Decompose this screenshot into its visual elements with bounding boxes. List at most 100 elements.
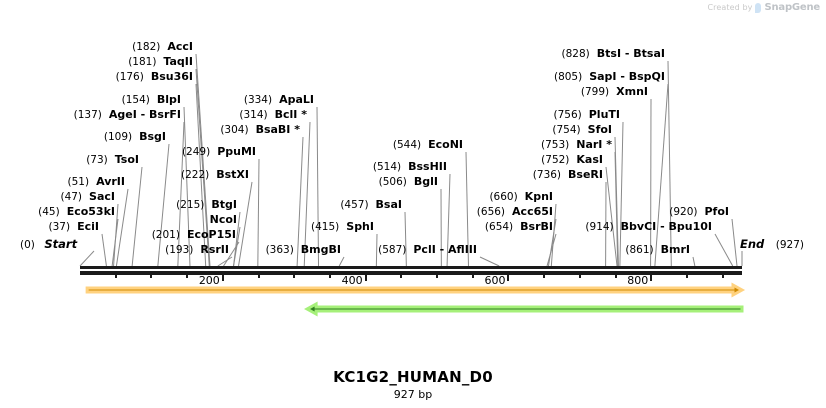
enzyme-name: AvrII [96,175,125,188]
end-marker: End (927) [740,238,804,251]
enzyme-label[interactable]: (201) EcoP15I [152,229,236,242]
enzyme-position: (37) [48,221,71,233]
enzyme-position: (754) [552,124,581,136]
enzyme-label[interactable]: (137) AgeI - BsrFI [74,108,181,122]
enzyme-position: (914) [585,221,614,233]
enzyme-position: (660) [489,191,518,203]
enzyme-label[interactable]: (51) AvrII [68,175,125,189]
enzyme-position: (736) [532,169,562,181]
enzyme-name: NcoI [209,213,237,226]
enzyme-label[interactable]: (73) TsoI [86,153,139,167]
enzyme-label[interactable]: (334) ApaLI [244,94,314,107]
enzyme-name: TsoI [114,153,139,166]
feature-arrow-orf-reverse[interactable] [304,301,744,317]
enzyme-label[interactable]: (752) KasI [541,153,603,167]
enzyme-label[interactable]: NcoI [210,214,237,226]
enzyme-name: KasI [576,153,603,166]
enzyme-label[interactable]: (182) AccI [132,41,193,54]
enzyme-leader-line [316,106,320,267]
enzyme-label[interactable]: (176) Bsu36I [116,70,193,84]
enzyme-label[interactable]: (363) BmgBI [265,244,341,257]
enzyme-label[interactable]: (805) SapI - BspQI [553,70,665,84]
enzyme-name: BstXI [216,168,249,181]
enzyme-label[interactable]: (799) XmnI [581,86,648,99]
enzyme-label[interactable]: (193) RsrII [165,244,229,257]
enzyme-name: BtsaI [633,47,665,60]
watermark-prefix: Created by [707,3,753,12]
enzyme-label[interactable]: (222) BstXI [181,168,249,182]
enzyme-name: Bsu36I [150,70,193,83]
enzyme-label[interactable]: (544) EcoNI [392,139,463,152]
enzyme-label[interactable]: (514) BssHII [373,161,447,174]
enzyme-label[interactable]: (736) BseRI [532,169,603,182]
enzyme-name: BsaI [375,198,402,211]
enzyme-name-separator: - [656,220,669,233]
end-text: End [740,237,765,251]
ruler-tick-label: 800 [627,274,649,287]
enzyme-position: (805) [553,71,583,83]
enzyme-label[interactable]: (37) EciI [48,221,99,234]
enzyme-leader-line [195,68,210,267]
snapgene-droplet-icon [755,2,762,13]
ruler-tick-minor [543,272,546,278]
enzyme-label[interactable]: (654) BsrBI [485,221,553,234]
ruler-tick-minor [614,272,617,278]
enzyme-label[interactable]: (587) PclI - AflIII [378,243,477,257]
enzyme-position: (753) [541,139,570,151]
start-position: (0) [20,239,35,251]
enzyme-label[interactable]: (215) BtgI [176,199,237,212]
enzyme-label[interactable]: (753) NarI * [541,138,612,152]
enzyme-label[interactable]: (457) BsaI [340,198,402,212]
enzyme-label[interactable]: (47) SacI [60,190,115,204]
enzyme-label[interactable]: (45) Eco53kI [38,206,115,219]
enzyme-label[interactable]: (249) PpuMI [182,145,256,159]
enzyme-label[interactable]: (304) BsaBI * [220,123,300,137]
ruler-tick-minor [436,272,439,278]
enzyme-star-marker: * [290,123,300,136]
enzyme-label[interactable]: (181) TaqII [128,56,193,69]
enzyme-name: NarI [576,138,603,151]
enzyme-label[interactable]: (314) BclI * [239,109,307,122]
enzyme-label[interactable]: (506) BglI [379,176,438,189]
enzyme-label[interactable]: (109) BsgI [104,131,166,144]
enzyme-leader-line [257,158,260,267]
feature-arrows [85,282,746,317]
enzyme-position: (47) [60,191,83,203]
enzyme-position: (828) [561,48,590,60]
enzyme-label[interactable]: (415) SphI [311,220,374,234]
enzyme-name: BtsI [596,47,622,60]
enzyme-name-separator: - [136,108,150,121]
enzyme-leader-line [157,143,170,267]
enzyme-name: AflIII [448,243,477,256]
enzyme-leader-line [546,233,557,267]
enzyme-label[interactable]: (656) Acc65I [477,206,553,219]
enzyme-leader-line [654,83,669,267]
ruler-tick-major [221,272,224,281]
ruler-tick-minor [186,272,189,278]
enzyme-name: SacI [89,190,115,203]
enzyme-label[interactable]: (754) SfoI [552,124,612,137]
enzyme-leader-line [667,60,672,267]
enzyme-position: (304) [220,124,249,136]
enzyme-name: SphI [346,220,374,233]
enzyme-name: BmrI [660,243,690,256]
enzyme-name: SapI [589,70,617,83]
enzyme-label[interactable]: (828) BtsI - BtsaI [561,47,665,61]
enzyme-position: (193) [165,244,194,256]
enzyme-position: (544) [392,139,422,151]
enzyme-label[interactable]: (660) KpnI [489,191,553,204]
enzyme-position: (363) [265,244,294,256]
enzyme-label[interactable]: (154) BlpI [122,94,181,107]
feature-arrow-orf-forward[interactable] [85,282,746,298]
enzyme-label[interactable]: (861) BmrI [625,243,690,257]
enzyme-leader-line [605,166,618,267]
enzyme-label[interactable]: (914) BbvCI - Bpu10I [585,220,712,234]
enzyme-label[interactable]: (756) PluTI [554,109,621,122]
enzyme-name: PpuMI [217,145,256,158]
enzyme-position: (222) [181,169,210,181]
enzyme-position: (415) [311,221,340,233]
enzyme-leader-line [115,188,129,267]
ruler-tick-minor [114,272,117,278]
enzyme-label[interactable]: (920) PfoI [669,206,729,219]
